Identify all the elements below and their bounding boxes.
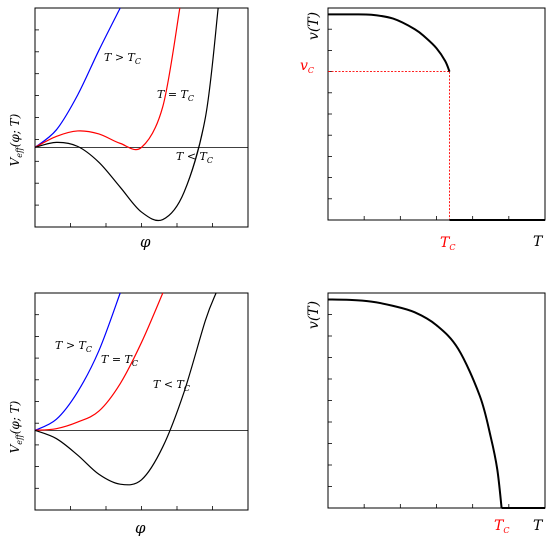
tick-marks — [328, 314, 510, 508]
critical-vev-label: vC — [300, 58, 314, 75]
curve-label-cold: T < TC — [176, 150, 213, 165]
series-line-cold — [34, 292, 217, 486]
plot-frame — [327, 7, 546, 221]
tick-marks — [328, 28, 510, 220]
critical-temperature-label: TC — [494, 518, 509, 535]
panel-vev-second-order: TC T v(T) — [306, 292, 546, 535]
curve-label-crit: T = TC — [157, 88, 194, 103]
y-axis-label: v(T) — [306, 12, 322, 40]
y-axis-label: Veff(φ; T) — [8, 113, 24, 166]
panel-potential-second-order: T > TC T = TC T < TC φ Veff(φ; T) — [8, 292, 249, 537]
vev-curve-broken-phase — [327, 13, 451, 72]
tick-marks — [35, 29, 213, 227]
panel-potential-first-order: T > TC T = TC T < TC φ Veff(φ; T) — [8, 7, 249, 251]
series-line-hot — [34, 7, 121, 148]
x-axis-label: φ — [140, 233, 151, 251]
vev-curve-broken-phase — [327, 298, 503, 509]
series-line-cold — [34, 7, 219, 222]
curve-label-hot: T > TC — [104, 51, 141, 66]
x-axis-label: φ — [135, 519, 146, 537]
y-axis-label: Veff(φ; T) — [8, 400, 24, 453]
x-axis-label: T — [533, 518, 544, 534]
y-axis-label: v(T) — [306, 301, 322, 329]
x-axis-label: T — [533, 234, 544, 250]
curve-label-cold: T < TC — [153, 378, 190, 393]
curve-label-crit: T = TC — [101, 353, 138, 368]
tick-marks — [35, 314, 213, 510]
critical-temperature-label: TC — [440, 235, 455, 252]
panel-vev-first-order: vC TC T v(T) — [300, 7, 546, 252]
plot-frame — [34, 292, 249, 511]
series-line-crit — [34, 7, 181, 151]
plot-frame — [34, 7, 249, 228]
series-line-crit — [34, 292, 164, 431]
curve-label-hot: T > TC — [55, 339, 92, 354]
series-line-hot — [34, 292, 121, 431]
